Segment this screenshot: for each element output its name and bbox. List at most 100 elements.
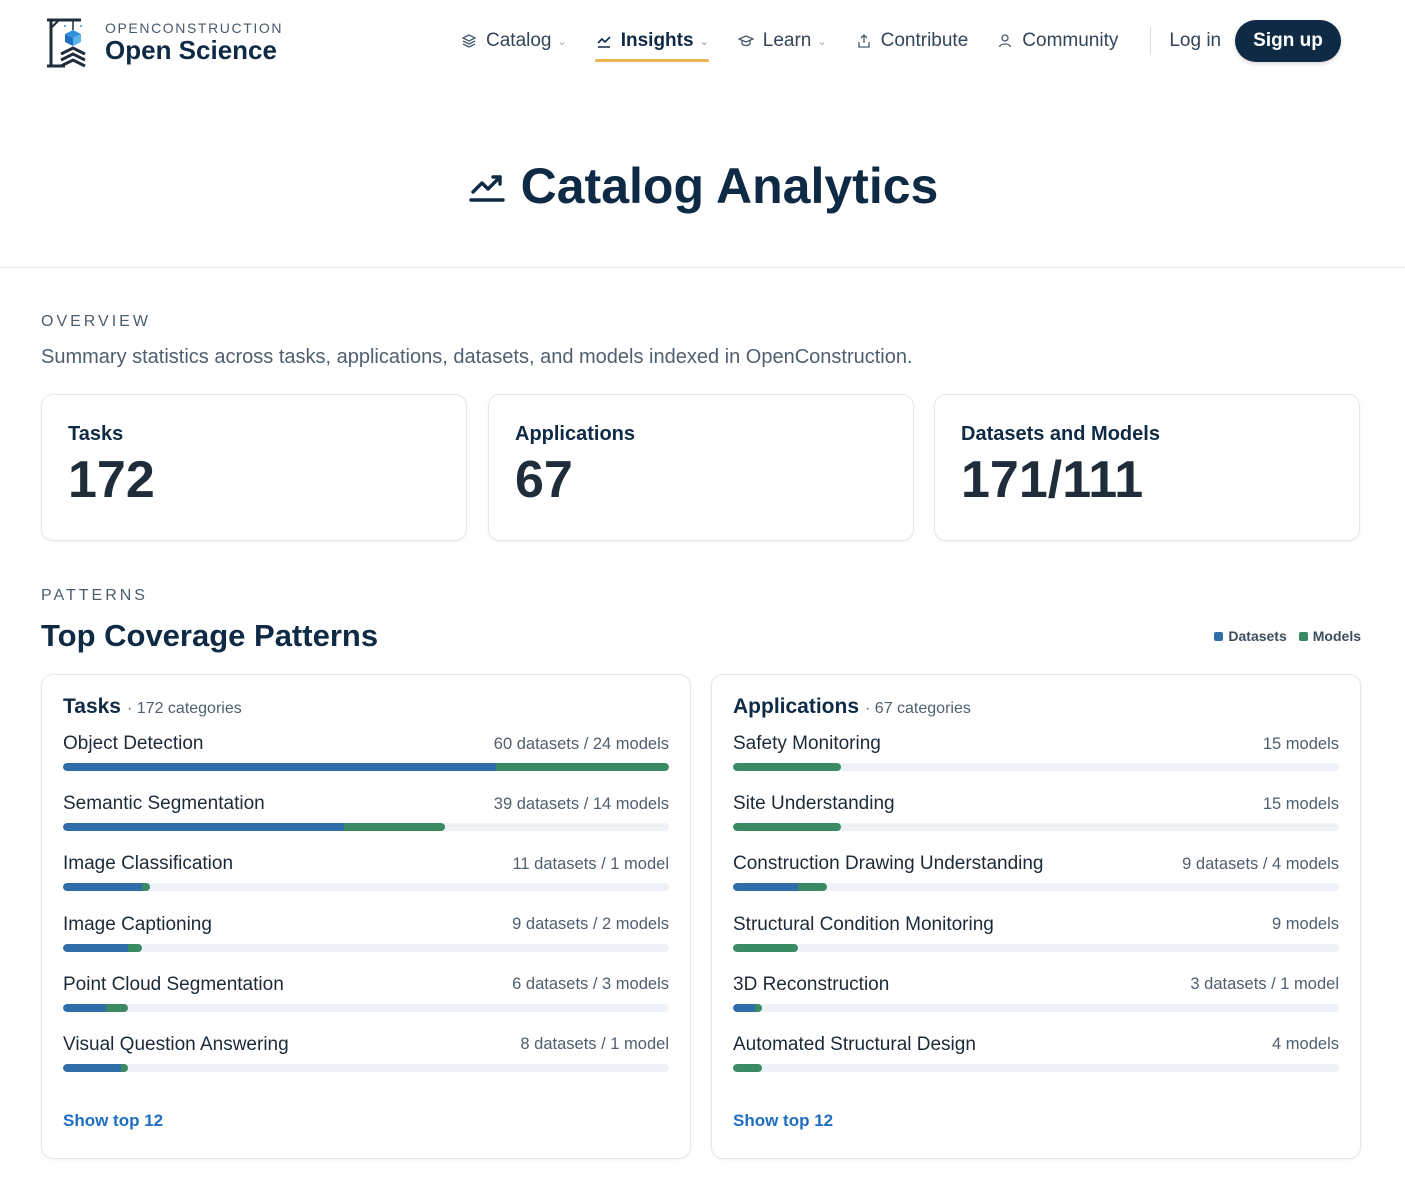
models-segment [127, 943, 143, 952]
panel-category-count: · 67 categories [865, 700, 971, 717]
coverage-bar [63, 1003, 669, 1012]
coverage-rows: Object Detection 60 datasets / 24 models S… [63, 731, 669, 1092]
row-label: 3D Reconstruction [733, 973, 890, 995]
datasets-segment [63, 883, 143, 892]
stat-card-applications: Applications 67 [488, 394, 914, 541]
coverage-bar [63, 763, 669, 771]
chevron-down-icon: ⌄ [817, 35, 827, 48]
hero-section: Catalog Analytics [0, 84, 1405, 268]
coverage-rows: Safety Monitoring 15 models Site Understan… [733, 731, 1339, 1092]
brand-name: Open Science [105, 35, 277, 65]
row-label: Site Understanding [733, 793, 895, 815]
legend-label: Datasets [1228, 628, 1287, 644]
nav-community-label: Community [1022, 30, 1119, 51]
coverage-bar [63, 943, 669, 952]
row-label: Image Classification [63, 853, 234, 875]
show-top-link[interactable]: Show top 12 [733, 1111, 834, 1130]
row-count: 8 datasets / 1 model [520, 1035, 669, 1054]
datasets-segment [63, 1003, 107, 1012]
nav-catalog[interactable]: Catalog ⌄ [460, 20, 567, 62]
legend-swatch [1298, 631, 1308, 641]
row-label: Automated Structural Design [733, 1033, 976, 1055]
coverage-row: Construction Drawing Understanding 9 data… [733, 851, 1339, 911]
row-count: 11 datasets / 1 model [512, 854, 669, 873]
legend-label: Models [1312, 628, 1361, 644]
nav-contribute-label: Contribute [880, 30, 969, 51]
models-segment [120, 1063, 128, 1072]
stat-card-tasks: Tasks 172 [41, 394, 467, 541]
models-segment [797, 883, 827, 892]
coverage-bar [733, 1003, 1339, 1012]
panel-category-count: · 172 categories [127, 700, 242, 717]
row-count: 4 models [1272, 1035, 1339, 1054]
upload-icon [855, 32, 873, 50]
coverage-row: Visual Question Answering 8 datasets / 1 … [63, 1032, 669, 1092]
nav-insights[interactable]: Insights ⌄ [594, 20, 709, 62]
datasets-segment [63, 943, 128, 952]
row-label: Visual Question Answering [63, 1033, 289, 1055]
stat-label: Tasks [68, 423, 124, 445]
models-segment [733, 943, 798, 952]
row-label: Point Cloud Segmentation [63, 973, 284, 995]
models-segment [344, 823, 446, 832]
applications-panel: Applications · 67 categories Safety Moni… [711, 674, 1361, 1159]
nav-contribute[interactable]: Contribute [855, 20, 969, 62]
row-label: Object Detection [63, 733, 204, 754]
coverage-row: Safety Monitoring 15 models [733, 731, 1339, 791]
overview-eyebrow: OVERVIEW [41, 313, 151, 330]
datasets-segment [733, 883, 798, 892]
panel-title: Applications [733, 695, 860, 718]
stat-value: 171/111 [961, 451, 1144, 509]
legend-swatch [1214, 631, 1224, 641]
coverage-row: Image Captioning 9 datasets / 2 models [63, 912, 669, 972]
models-segment [733, 763, 842, 771]
coverage-bar [733, 943, 1339, 952]
nav-community[interactable]: Community [996, 20, 1118, 62]
layers-icon [460, 32, 478, 50]
brand-subtitle: OPENCONSTRUCTION [105, 20, 284, 36]
nav-learn[interactable]: Learn ⌄ [737, 20, 827, 62]
site-header: OPENCONSTRUCTION Open Science Catalog ⌄ … [0, 0, 1405, 84]
login-link[interactable]: Log in [1169, 30, 1222, 51]
overview-description: Summary statistics across tasks, applica… [41, 346, 913, 368]
trend-icon [468, 174, 505, 202]
coverage-row: Image Classification 11 datasets / 1 mode… [63, 851, 669, 911]
datasets-segment [63, 1063, 121, 1072]
coverage-bar [733, 1063, 1339, 1072]
coverage-bar [733, 883, 1339, 892]
row-label: Image Captioning [63, 913, 212, 935]
row-count: 9 datasets / 4 models [1182, 854, 1339, 873]
chevron-down-icon: ⌄ [557, 35, 567, 48]
chevron-down-icon: ⌄ [699, 35, 709, 48]
page-title: Catalog Analytics [520, 157, 939, 214]
stat-label: Datasets and Models [961, 423, 1160, 445]
coverage-row: Structural Condition Monitoring 9 models [733, 912, 1339, 972]
models-segment [495, 763, 669, 771]
coverage-bar [733, 823, 1339, 832]
datasets-segment [63, 763, 496, 771]
legend-models: Models [1298, 628, 1361, 644]
coverage-bar [63, 883, 669, 892]
coverage-bar [63, 1063, 669, 1072]
row-label: Structural Condition Monitoring [733, 913, 994, 935]
row-label: Construction Drawing Understanding [733, 853, 1044, 875]
stat-label: Applications [515, 423, 636, 445]
panel-title: Tasks [63, 695, 121, 718]
graduation-cap-icon [737, 32, 755, 50]
models-segment [754, 1003, 762, 1012]
row-count: 9 models [1272, 915, 1339, 934]
coverage-bar [63, 823, 669, 832]
row-count: 9 datasets / 2 models [512, 915, 669, 934]
row-count: 6 datasets / 3 models [512, 975, 669, 994]
show-top-link[interactable]: Show top 12 [63, 1111, 164, 1130]
coverage-row: Point Cloud Segmentation 6 datasets / 3 m… [63, 972, 669, 1032]
row-count: 60 datasets / 24 models [493, 734, 669, 753]
row-count: 15 models [1262, 794, 1339, 813]
brand-logo[interactable]: OPENCONSTRUCTION Open Science [41, 14, 301, 70]
signup-button[interactable]: Sign up [1235, 20, 1341, 62]
patterns-eyebrow: PATTERNS [41, 587, 148, 604]
models-segment [733, 1063, 762, 1072]
stat-value: 67 [515, 451, 573, 509]
stat-value: 172 [68, 451, 155, 509]
row-label: Semantic Segmentation [63, 793, 265, 815]
